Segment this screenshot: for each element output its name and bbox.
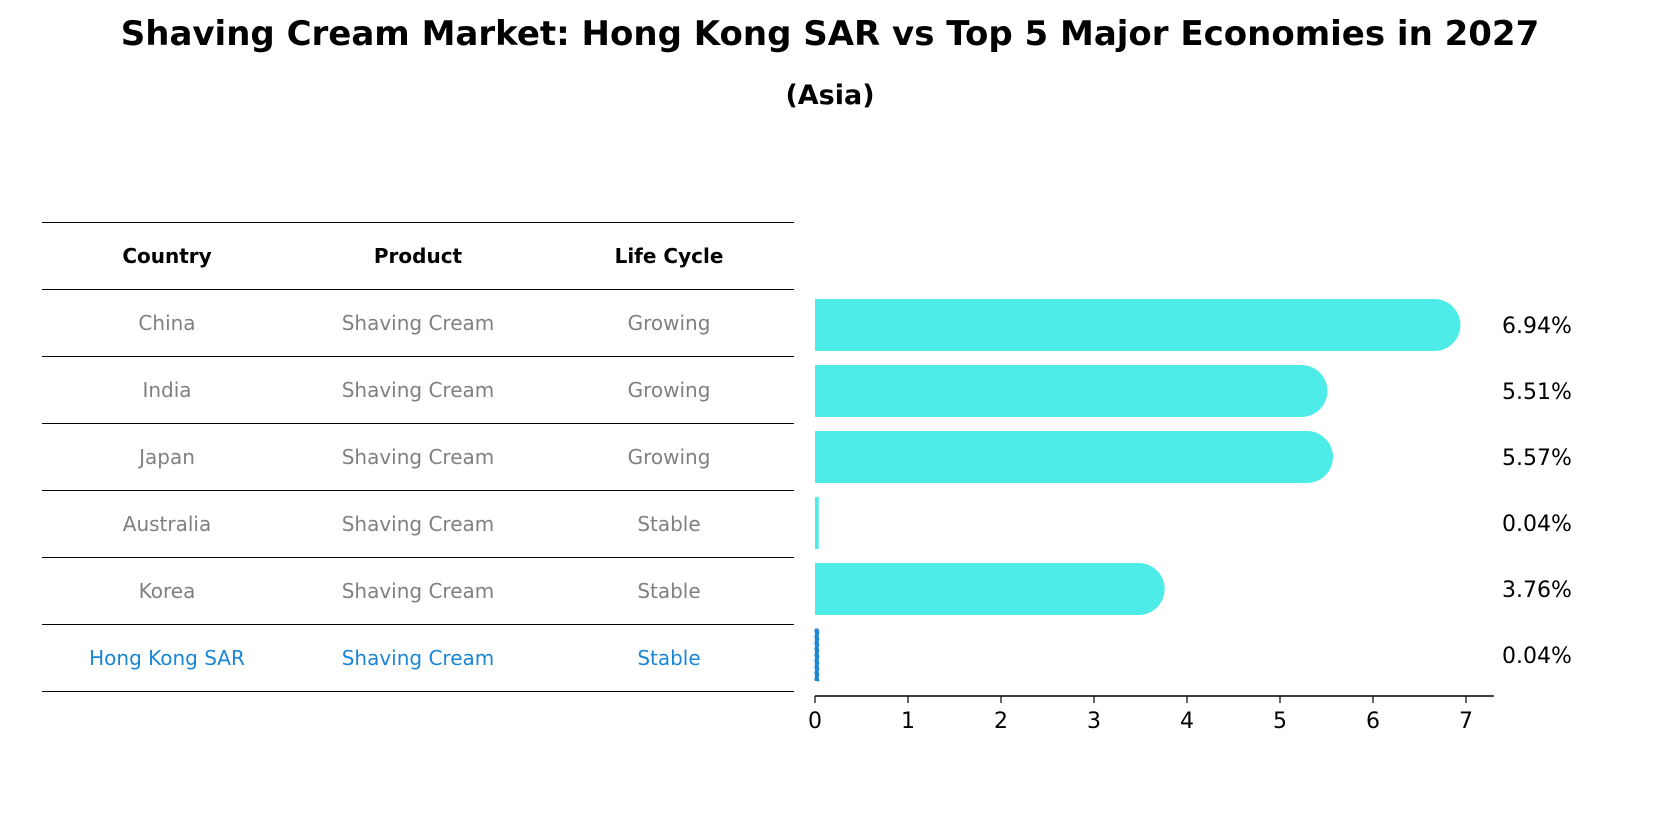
x-tick-label: 6 — [1366, 709, 1380, 734]
product-cell: Shaving Cream — [341, 512, 495, 536]
life-cycle-cell: Growing — [627, 311, 711, 335]
value-label: 3.76% — [1502, 578, 1572, 603]
x-tick-label: 0 — [808, 709, 822, 734]
x-tick-label: 3 — [1087, 709, 1101, 734]
bar-china — [815, 299, 1461, 351]
table-row: Japan Shaving Cream Growing — [42, 424, 794, 491]
table-header-row: Country Product Life Cycle — [42, 222, 794, 290]
country-cell: Australia — [122, 512, 212, 536]
life-cycle-cell: Growing — [627, 378, 711, 402]
x-tick-label: 7 — [1459, 709, 1473, 734]
header-country: Country — [122, 244, 212, 268]
country-cell: Japan — [139, 445, 195, 469]
product-cell: Shaving Cream — [341, 378, 495, 402]
header-product: Product — [373, 244, 463, 268]
bar-australia — [815, 497, 819, 549]
x-tick-label: 4 — [1180, 709, 1194, 734]
table-row: India Shaving Cream Growing — [42, 357, 794, 424]
life-cycle-cell: Growing — [627, 445, 711, 469]
data-table: Country Product Life Cycle China Shaving… — [42, 222, 794, 692]
value-label: 0.04% — [1502, 644, 1572, 669]
country-cell: Korea — [138, 579, 196, 603]
product-cell: Shaving Cream — [341, 445, 495, 469]
bar-japan — [815, 431, 1334, 483]
life-cycle-cell: Stable — [637, 512, 701, 536]
x-tick-label: 5 — [1273, 709, 1287, 734]
chart-title: Shaving Cream Market: Hong Kong SAR vs T… — [120, 14, 1540, 54]
x-tick-label: 2 — [994, 709, 1008, 734]
value-label: 6.94% — [1502, 314, 1572, 339]
country-cell: Hong Kong SAR — [89, 646, 245, 670]
table-row: Korea Shaving Cream Stable — [42, 558, 794, 625]
value-label: 0.04% — [1502, 512, 1572, 537]
chart-subtitle: (Asia) — [785, 80, 875, 111]
value-label: 5.57% — [1502, 446, 1572, 471]
life-cycle-cell: Stable — [637, 646, 701, 670]
bar-korea — [815, 563, 1165, 615]
life-cycle-cell: Stable — [637, 579, 701, 603]
country-cell: India — [142, 378, 192, 402]
bar-hong-kong-sar — [814, 628, 820, 682]
product-cell: Shaving Cream — [341, 579, 495, 603]
x-tick-label: 1 — [901, 709, 915, 734]
product-cell: Shaving Cream — [341, 646, 495, 670]
product-cell: Shaving Cream — [341, 311, 495, 335]
table-row: China Shaving Cream Growing — [42, 290, 794, 357]
country-cell: China — [138, 311, 196, 335]
bar-india — [815, 365, 1328, 417]
table-row: Australia Shaving Cream Stable — [42, 491, 794, 558]
value-label: 5.51% — [1502, 380, 1572, 405]
table-row-highlight: Hong Kong SAR Shaving Cream Stable — [42, 625, 794, 692]
header-life-cycle: Life Cycle — [614, 244, 724, 268]
